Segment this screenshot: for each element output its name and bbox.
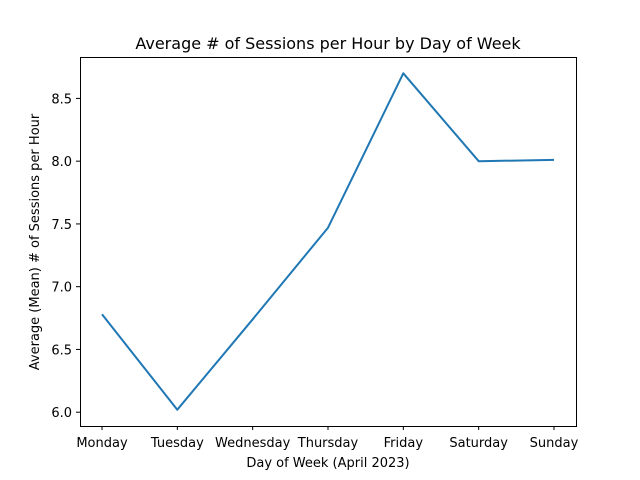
y-axis: 6.0 6.5 7.0 7.5 8.0 8.5 — [51, 92, 80, 421]
y-tick-label: 6.0 — [51, 406, 72, 421]
y-tick-label: 7.0 — [51, 281, 72, 296]
series-line — [101, 72, 555, 411]
x-tick-label: Sunday — [530, 436, 579, 451]
y-tick-label: 8.0 — [51, 155, 72, 170]
y-tick-label: 8.5 — [51, 92, 72, 107]
x-axis: Monday Tuesday Wednesday Thursday Friday Satu… — [76, 426, 579, 451]
chart-title: Average # of Sessions per Hour by Day of… — [135, 34, 521, 53]
plot-frame — [80, 57, 577, 427]
x-tick-label: Thursday — [297, 436, 359, 451]
x-tick-label: Monday — [76, 436, 128, 451]
x-axis-label: Day of Week (April 2023) — [246, 456, 409, 471]
y-axis-label: Average (Mean) # of Sessions per Hour — [28, 113, 43, 370]
x-tick-label: Wednesday — [215, 436, 291, 451]
x-tick-label: Friday — [384, 436, 424, 451]
y-tick-label: 7.5 — [51, 218, 72, 233]
y-tick-label: 6.5 — [51, 343, 72, 358]
x-tick-label: Tuesday — [150, 436, 204, 451]
x-tick-label: Saturday — [449, 436, 508, 451]
data-points — [101, 73, 555, 410]
